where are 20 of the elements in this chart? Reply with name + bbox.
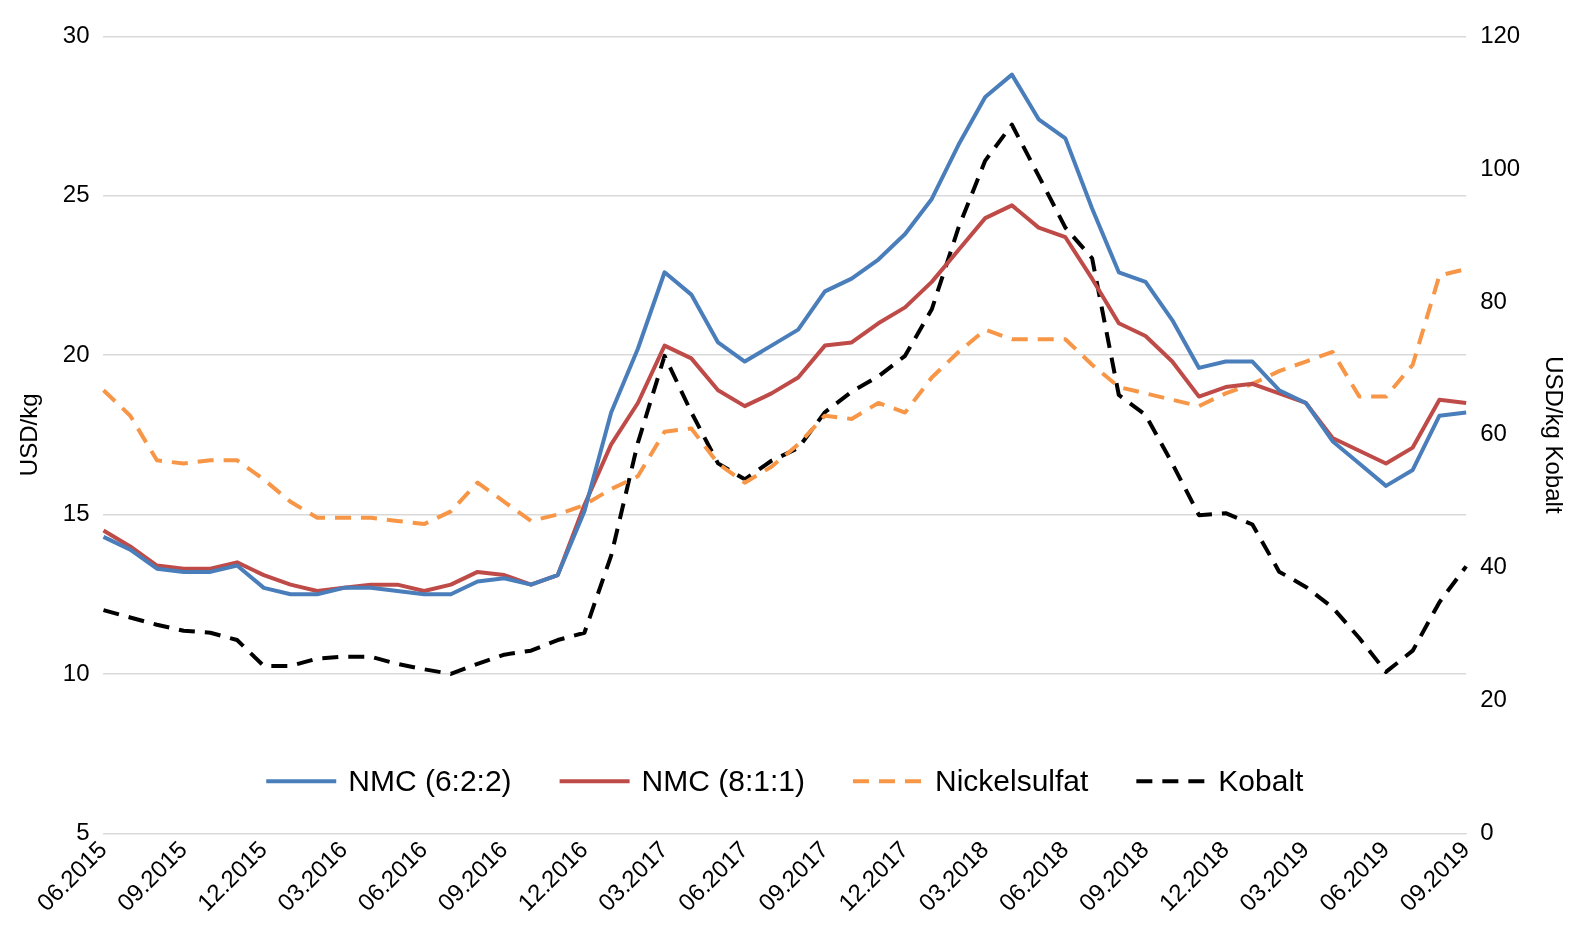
y-axis-title: USD/kg [15,393,43,477]
y-tick-label: 20 [62,339,90,367]
y2-tick-label: 20 [1480,685,1507,713]
y2-tick-label: 80 [1480,286,1507,314]
legend-label: NMC (8:1:1) [641,763,805,797]
legend-label: Kobalt [1218,763,1305,797]
y2-tick-label: 40 [1480,552,1507,580]
y2-tick-label: 0 [1480,817,1494,845]
y-tick-label: 30 [62,21,90,49]
y-tick-label: 15 [62,499,90,527]
legend-label: NMC (6:2:2) [348,763,512,797]
y2-tick-label: 100 [1480,153,1521,181]
y-tick-label: 25 [62,180,90,208]
y2-tick-label: 60 [1480,419,1507,447]
legend-label: Nickelsulfat [934,763,1090,797]
y2-axis-title: USD/kg Kobalt [1540,356,1568,514]
y2-tick-label: 120 [1480,21,1521,49]
y-tick-label: 10 [62,658,90,686]
y-tick-label: 5 [76,817,90,845]
line-series [101,122,1469,676]
